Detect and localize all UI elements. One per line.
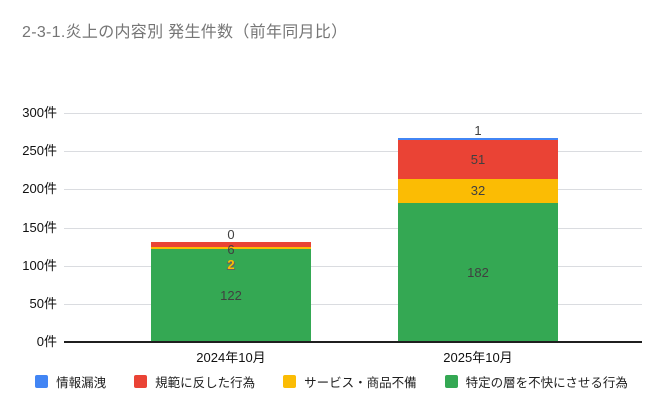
bar-value-label: 32 — [470, 183, 486, 199]
x-tick-label: 2025年10月 — [443, 350, 513, 365]
bar-segment — [398, 203, 558, 342]
y-tick-label: 300件 — [22, 105, 57, 120]
x-tick-label: 2024年10月 — [196, 350, 266, 365]
y-tick-label: 250件 — [22, 143, 57, 159]
x-axis-line — [64, 341, 642, 343]
legend-item: 規範に反した行為 — [134, 372, 255, 391]
bar-value-label: 0 — [227, 227, 235, 243]
legend-item: 情報漏洩 — [35, 372, 106, 391]
legend-swatch-icon — [283, 375, 297, 388]
y-tick-label: 200件 — [22, 181, 57, 197]
legend-item: サービス・商品不備 — [283, 372, 417, 391]
plot-area: 122 0 6 2 182 32 51 1 — [64, 113, 642, 343]
bar-segment — [151, 248, 311, 342]
bar-value-label: 182 — [467, 265, 489, 281]
bar-segment — [398, 137, 558, 140]
bar-value-label: 6 — [227, 242, 235, 258]
legend-swatch-icon — [35, 375, 49, 388]
bar-value-label: 2 — [227, 257, 235, 273]
y-tick-label: 0件 — [36, 334, 57, 349]
gridline — [64, 189, 642, 191]
bar-segment — [151, 246, 311, 249]
legend-swatch-icon — [444, 375, 458, 388]
y-tick-label: 100件 — [22, 257, 57, 273]
legend-item: 特定の層を不快にさせる行為 — [444, 372, 628, 391]
legend-swatch-icon — [134, 375, 148, 388]
bar-value-label: 122 — [220, 287, 242, 303]
chart-title: 2-3-1.炎上の内容別 発生件数（前年同月比） — [22, 24, 348, 41]
bar-segment — [151, 242, 311, 247]
gridline — [64, 227, 642, 229]
stacked-bar: 122 0 6 2 — [151, 113, 311, 342]
gridline — [64, 265, 642, 267]
bar-value-label: 51 — [470, 151, 486, 167]
legend: 情報漏洩 規範に反した行為 サービス・商品不備 特定の層を不快にさせる行為 — [0, 372, 663, 391]
legend-label: 規範に反した行為 — [155, 376, 256, 390]
bar-segment — [398, 178, 558, 204]
bar-segment — [398, 139, 558, 179]
bar-value-label: 1 — [474, 122, 482, 138]
stacked-bar: 182 32 51 1 — [398, 113, 558, 342]
gridline — [64, 151, 642, 153]
legend-label: 情報漏洩 — [56, 376, 107, 390]
gridline — [64, 113, 642, 114]
gridline — [64, 303, 642, 305]
y-tick-label: 150件 — [22, 219, 57, 235]
y-tick-label: 50件 — [29, 295, 57, 311]
legend-label: サービス・商品不備 — [304, 376, 417, 390]
legend-label: 特定の層を不快にさせる行為 — [465, 376, 628, 390]
